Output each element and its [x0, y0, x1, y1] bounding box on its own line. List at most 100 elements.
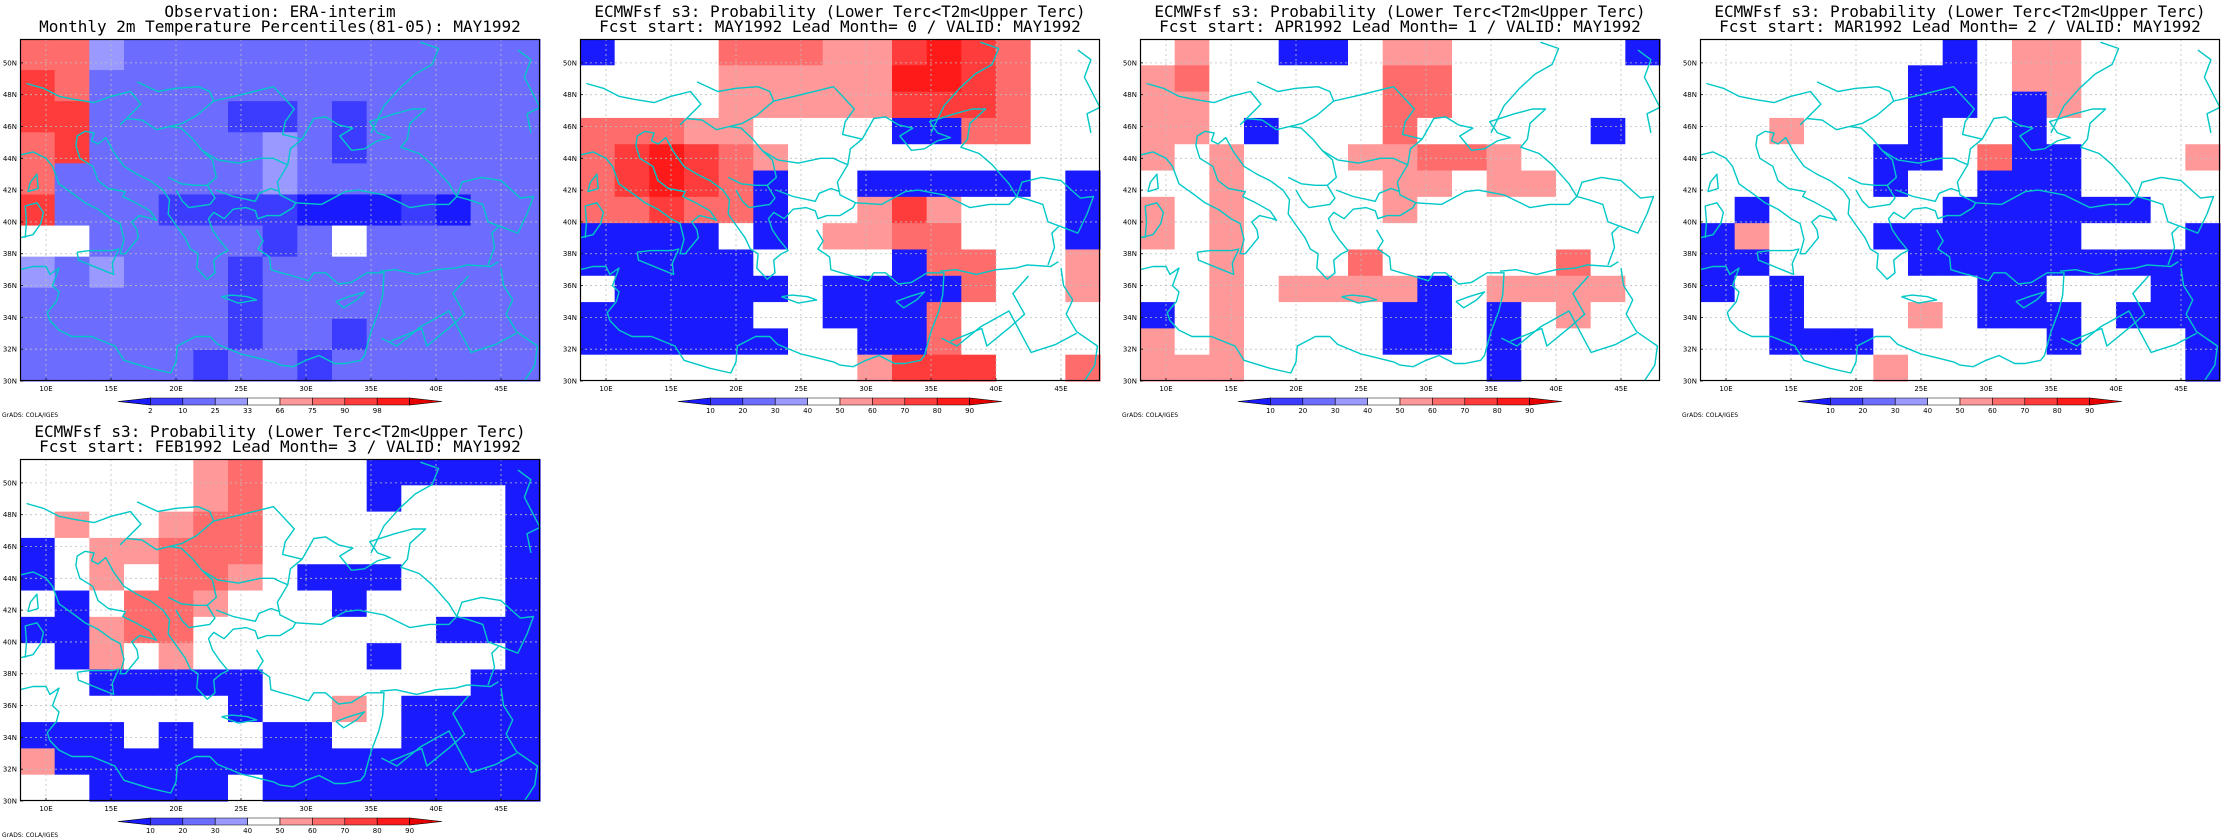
coastline	[761, 149, 849, 166]
grid-cell	[1804, 65, 1840, 93]
grid-cell	[193, 256, 229, 289]
grid-cell	[1804, 328, 1840, 356]
grid-cell	[1244, 275, 1280, 303]
grid-cell	[401, 132, 437, 164]
grid-cell	[1908, 117, 1944, 145]
grid-cell	[1486, 275, 1522, 303]
panel-forecast-lead2: ECMWFsf s3: Probability (Lower Terc<T2m<…	[1680, 0, 2240, 420]
grid-cell	[193, 70, 229, 102]
coastline	[1139, 108, 1578, 280]
grid-cell	[505, 590, 541, 618]
colorbar-segment	[247, 817, 281, 826]
grid-cell	[1769, 65, 1805, 93]
lon-tick-label: 20E	[1289, 385, 1302, 393]
colorbar-segment	[1237, 397, 1271, 406]
colorbar-segment	[936, 397, 970, 406]
lon-tick-label: 25E	[234, 805, 247, 813]
grid-cell	[193, 722, 229, 749]
grid-cell	[1140, 354, 1176, 382]
grid-cell	[1417, 170, 1453, 198]
grid-cell	[1278, 39, 1314, 66]
grid-cell	[505, 537, 541, 565]
grid-cell	[262, 287, 298, 320]
grid-cell	[2012, 302, 2048, 329]
grid-cell	[20, 695, 56, 723]
grid-cell	[1244, 223, 1280, 251]
coastline	[255, 649, 385, 788]
grads-credit: GrADS: COLA/IGES	[1122, 412, 1179, 419]
grid-cell	[401, 748, 437, 776]
colorbar-label: 10	[1266, 407, 1275, 415]
coastline	[1341, 294, 1378, 304]
grid-cell	[1556, 117, 1592, 145]
colorbar-segment	[1367, 397, 1401, 406]
grid-cell	[20, 101, 56, 133]
grid-cell	[1417, 65, 1453, 93]
grid-cell	[1942, 223, 1978, 251]
grid-cell	[470, 616, 506, 644]
lon-tick-label: 25E	[1914, 385, 1927, 393]
lat-tick-label: 32N	[3, 766, 17, 774]
colorbar-segment	[2024, 397, 2058, 406]
grid-cell	[1209, 144, 1245, 172]
grid-cell	[614, 302, 650, 329]
grid-cell	[89, 70, 125, 102]
colorbar-segment	[279, 397, 313, 406]
coastline	[126, 81, 215, 131]
panel-forecast-lead3: ECMWFsf s3: Probability (Lower Terc<T2m<…	[0, 420, 560, 840]
lat-tick-label: 46N	[3, 543, 17, 551]
grid-cell	[54, 748, 90, 776]
colorbar-label: 30	[1891, 407, 1900, 415]
colorbar-label: 40	[243, 827, 252, 835]
grid-cell	[332, 70, 368, 102]
grid-cell	[1065, 275, 1101, 303]
coastline	[390, 275, 470, 347]
grid-cell	[228, 695, 264, 723]
grid-cell	[1486, 144, 1522, 172]
grid-cell	[124, 132, 160, 164]
grid-cell	[1486, 170, 1522, 198]
lon-tick-label: 45E	[2174, 385, 2187, 393]
grid-cell	[505, 564, 541, 592]
coastline	[335, 711, 366, 729]
lat-tick-label: 38N	[3, 670, 17, 678]
grid-cell	[89, 511, 125, 539]
grid-cell	[332, 590, 368, 618]
grid-cell	[124, 774, 160, 802]
grid-cell	[1908, 65, 1944, 93]
panel-observation: Observation: ERA-interim Monthly 2m Temp…	[0, 0, 560, 420]
coastline	[1699, 265, 1740, 321]
grid-cell	[262, 225, 298, 258]
grid-cell	[2081, 354, 2117, 382]
grid-cell	[54, 194, 90, 227]
colorbar-segment	[872, 397, 906, 406]
grid-cell	[1590, 170, 1626, 198]
grid-cell	[193, 194, 229, 227]
grid-cell	[228, 39, 264, 71]
colorbar-segment	[1894, 397, 1928, 406]
grid-cell	[1556, 65, 1592, 93]
grid-cell	[1244, 302, 1280, 329]
grid-cell	[1065, 223, 1101, 251]
grid-cell	[926, 170, 962, 198]
coastline	[27, 173, 39, 193]
colorbar-segment	[312, 817, 346, 826]
grid-cell	[54, 132, 90, 164]
coastline	[1756, 248, 1800, 276]
grid-cell	[1174, 144, 1210, 172]
coastline	[781, 294, 818, 304]
lat-tick-label: 46N	[563, 123, 577, 131]
grid-cell	[89, 101, 125, 133]
grid-cell	[1804, 302, 1840, 329]
grid-cell	[2185, 275, 2221, 303]
grid-cell	[262, 511, 298, 539]
lon-tick-label: 35E	[364, 385, 377, 393]
lon-tick-label: 10E	[1159, 385, 1172, 393]
grid-cell	[1417, 144, 1453, 172]
grid-cell	[1417, 91, 1453, 119]
grid-cell	[366, 194, 402, 227]
grid-cell	[2185, 91, 2221, 119]
grid-cell	[228, 485, 264, 513]
grid-cell	[262, 194, 298, 227]
grid-cell	[1065, 302, 1101, 329]
